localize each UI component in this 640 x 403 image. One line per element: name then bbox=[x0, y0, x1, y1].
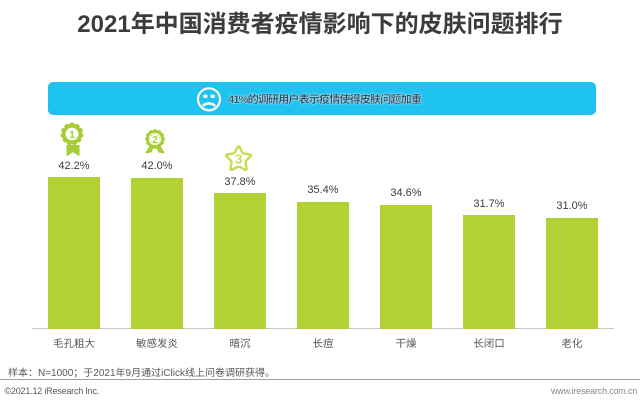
svg-text:1: 1 bbox=[69, 129, 75, 141]
svg-text:2: 2 bbox=[152, 135, 158, 146]
svg-text:3: 3 bbox=[235, 152, 242, 167]
